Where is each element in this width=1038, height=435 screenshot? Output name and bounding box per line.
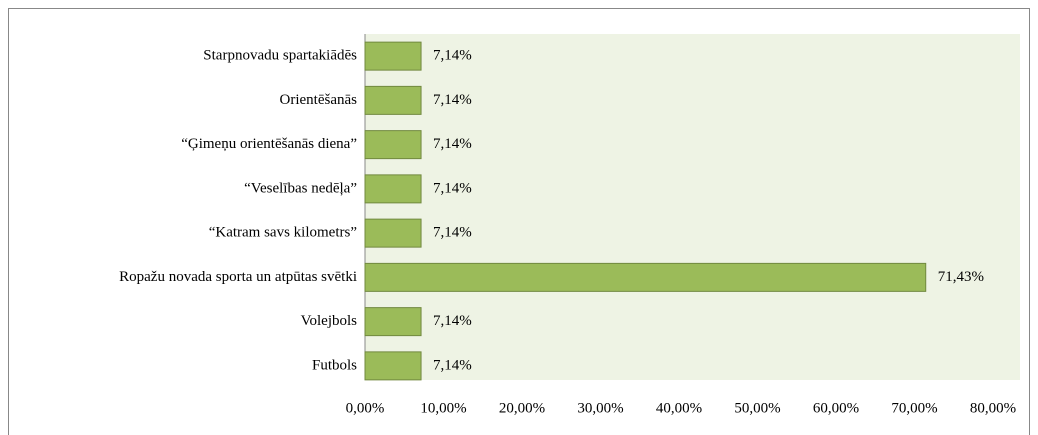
x-tick-label: 80,00% (970, 400, 1016, 416)
y-tick-label: “Ģimeņu orientēšanās diena” (181, 136, 357, 152)
x-tick-label: 60,00% (813, 400, 859, 416)
plot-area (365, 34, 1020, 380)
value-label: 7,14% (433, 313, 472, 329)
value-label: 7,14% (433, 48, 472, 64)
y-tick-label: Volejbols (301, 313, 358, 329)
value-label: 71,43% (938, 269, 984, 285)
y-tick-label: Orientēšanās (280, 92, 358, 108)
x-tick-label: 40,00% (656, 400, 702, 416)
x-tick-label: 30,00% (577, 400, 623, 416)
bar (364, 41, 422, 71)
y-tick-label: Ropažu novada sporta un atpūtas svētki (119, 269, 357, 285)
bar (364, 307, 422, 337)
y-tick-label: “Veselības nedēļa” (244, 180, 357, 196)
bar (364, 130, 422, 160)
bar (364, 351, 422, 381)
y-tick-label: Starpnovadu spartakiādēs (203, 48, 357, 64)
bar (364, 174, 422, 204)
x-tick-label: 50,00% (734, 400, 780, 416)
chart-frame (8, 8, 1030, 435)
x-tick-label: 20,00% (499, 400, 545, 416)
value-label: 7,14% (433, 180, 472, 196)
y-tick-label: “Katram savs kilometrs” (209, 225, 357, 241)
value-label: 7,14% (433, 225, 472, 241)
value-label: 7,14% (433, 136, 472, 152)
value-label: 7,14% (433, 92, 472, 108)
x-tick-label: 0,00% (346, 400, 385, 416)
y-tick-label: Futbols (312, 357, 357, 373)
bar (364, 218, 422, 248)
x-tick-label: 10,00% (420, 400, 466, 416)
value-label: 7,14% (433, 357, 472, 373)
bar (364, 262, 927, 292)
x-tick-label: 70,00% (891, 400, 937, 416)
bar (364, 85, 422, 115)
